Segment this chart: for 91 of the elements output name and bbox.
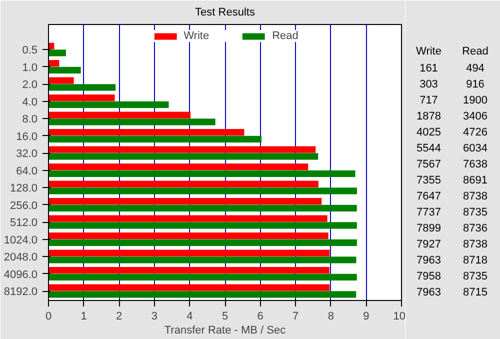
bar — [48, 256, 356, 264]
bar — [48, 164, 308, 170]
x-axis-title: Transfer Rate - MB / Sec — [164, 324, 286, 336]
text: 7963 — [416, 286, 441, 299]
bar — [48, 274, 357, 280]
bar — [48, 66, 81, 74]
chart-title: Test Results — [195, 6, 256, 19]
bar — [48, 232, 328, 240]
text: 5544 — [416, 142, 441, 155]
text: 7963 — [416, 254, 441, 267]
legend-label: Write — [184, 30, 210, 42]
x-tick-label: 10 — [393, 310, 406, 322]
y-tick-label: 2048.0 — [4, 252, 38, 264]
text: 7638 — [463, 158, 488, 171]
bar — [48, 94, 115, 102]
bar — [48, 267, 330, 274]
y-tick-label: 1024.0 — [4, 234, 38, 246]
text: 8718 — [463, 254, 488, 267]
text: 916 — [466, 78, 484, 91]
text: 8691 — [463, 174, 488, 187]
bar — [48, 215, 328, 222]
y-tick-label: 128.0 — [10, 182, 38, 195]
text: 4025 — [416, 126, 441, 139]
text: 7647 — [416, 190, 441, 203]
text: 1900 — [463, 94, 488, 107]
text: 717 — [420, 94, 438, 107]
bar — [48, 198, 322, 205]
x-tick-label: 4 — [186, 310, 193, 322]
text: Write — [416, 46, 442, 58]
bar — [48, 250, 330, 256]
legend-label: Read — [272, 30, 298, 42]
bar — [48, 84, 116, 91]
text: 8738 — [463, 190, 488, 203]
text: 7927 — [416, 238, 441, 251]
text: 494 — [466, 62, 484, 75]
text: 7355 — [416, 174, 441, 187]
bar — [48, 180, 318, 188]
text: 8735 — [463, 270, 488, 283]
y-tick-label: 256.0 — [10, 200, 38, 212]
text: 303 — [420, 78, 438, 91]
y-tick-label: 2.0 — [22, 79, 38, 92]
x-tick-label: 9 — [363, 310, 370, 322]
bar — [48, 60, 60, 67]
bar — [48, 239, 357, 246]
bar — [48, 284, 330, 291]
text: 8738 — [463, 238, 488, 251]
text: 8736 — [463, 222, 488, 235]
bar — [48, 101, 169, 108]
bar — [48, 204, 357, 212]
y-tick-label: 0.5 — [22, 44, 38, 57]
y-tick-label: 16.0 — [16, 130, 38, 143]
text: 8735 — [463, 206, 488, 219]
text: 6034 — [463, 142, 488, 155]
bar — [48, 153, 318, 160]
y-tick-label: 32.0 — [16, 148, 38, 160]
bar — [48, 50, 66, 56]
text: Read — [462, 46, 488, 58]
text: 8715 — [463, 286, 488, 299]
y-tick-label: 4.0 — [22, 96, 38, 108]
text: 7737 — [416, 206, 441, 219]
x-tick-label: 2 — [116, 310, 122, 322]
bar — [48, 170, 356, 177]
bar — [48, 129, 244, 136]
bar — [48, 118, 216, 126]
bar — [48, 146, 316, 153]
x-tick-label: 6 — [257, 310, 264, 322]
x-tick-label: 1 — [80, 310, 87, 322]
text: 7567 — [416, 158, 441, 171]
y-tick-label: 4096.0 — [4, 268, 38, 281]
text: 1878 — [416, 110, 441, 123]
text: 7958 — [416, 270, 441, 283]
x-tick-label: 3 — [151, 310, 158, 322]
text: 161 — [420, 62, 438, 75]
text: 4726 — [463, 126, 488, 139]
y-tick-label: 512.0 — [10, 217, 38, 230]
text: 3406 — [463, 110, 488, 123]
y-tick-label: 1.0 — [22, 62, 38, 74]
x-tick-label: 5 — [222, 310, 228, 322]
bar — [48, 77, 74, 84]
y-tick-label: 8.0 — [22, 114, 38, 126]
bar — [48, 291, 356, 298]
y-tick-label: 64.0 — [16, 165, 38, 178]
text: 7899 — [416, 222, 441, 235]
x-tick-label: 7 — [292, 310, 299, 322]
x-tick-label: 0 — [45, 310, 52, 322]
bar — [48, 222, 357, 229]
bar — [48, 136, 262, 142]
y-tick-label: 8192.0 — [4, 286, 38, 298]
bar — [48, 188, 357, 194]
x-tick-label: 8 — [328, 310, 334, 322]
bar — [48, 112, 191, 118]
